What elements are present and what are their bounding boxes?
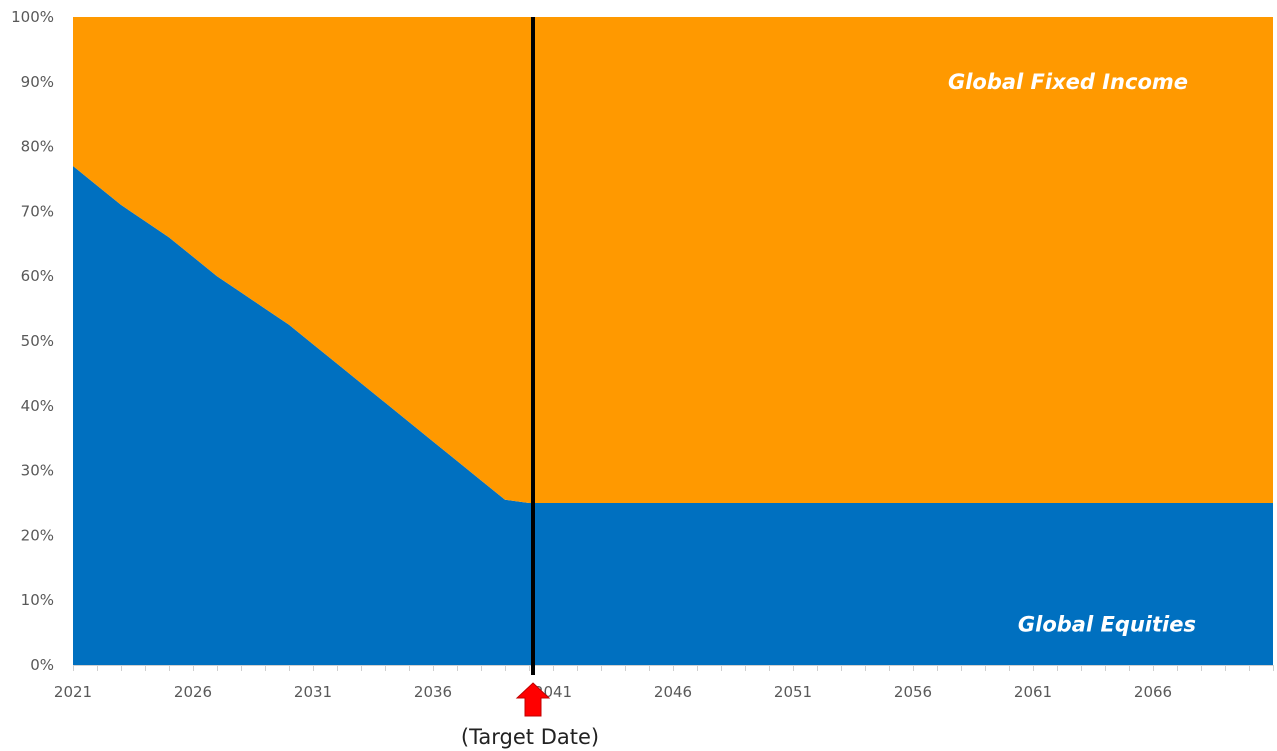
x-axis: [73, 665, 1274, 671]
y-tick-label: 100%: [11, 8, 54, 26]
y-tick-label: 90%: [21, 73, 54, 91]
x-tick-label: 2031: [294, 683, 332, 701]
y-axis: 0% 10% 20% 30% 40% 50% 60% 70% 80% 90% 100%: [11, 8, 54, 674]
y-tick-label: 80%: [21, 138, 54, 156]
series-area-global-fixed-income: [73, 17, 1273, 503]
x-tick-label: 2061: [1014, 683, 1052, 701]
x-tick-label: 2021: [54, 683, 92, 701]
x-tick-label: 2046: [654, 683, 692, 701]
target-date-annotation: (Target Date): [461, 17, 599, 749]
series-label-global-equities: Global Equities: [1018, 613, 1196, 637]
y-tick-label: 10%: [21, 591, 54, 609]
x-tick-label: 2036: [414, 683, 452, 701]
x-tick-label: 2066: [1134, 683, 1172, 701]
target-date-arrow-icon: [515, 682, 551, 717]
y-tick-label: 20%: [21, 526, 54, 544]
area-layer: [73, 17, 1273, 666]
x-axis-tick-labels: 2021 2026 2031 2036 2041 2046 2051 2056 2061 2066: [54, 683, 1172, 701]
series-label-global-fixed-income: Global Fixed Income: [948, 70, 1188, 94]
y-tick-label: 0%: [30, 656, 54, 674]
y-tick-label: 40%: [21, 397, 54, 415]
series-area-global-equities: [73, 166, 1273, 666]
x-tick-label: 2051: [774, 683, 812, 701]
y-tick-label: 70%: [21, 202, 54, 220]
y-tick-label: 60%: [21, 267, 54, 285]
y-tick-label: 30%: [21, 462, 54, 480]
y-tick-label: 50%: [21, 332, 54, 350]
x-tick-label: 2056: [894, 683, 932, 701]
target-date-label: (Target Date): [461, 725, 599, 749]
series-labels: Global Equities Global Fixed Income: [948, 70, 1196, 637]
x-tick-label: 2026: [174, 683, 212, 701]
